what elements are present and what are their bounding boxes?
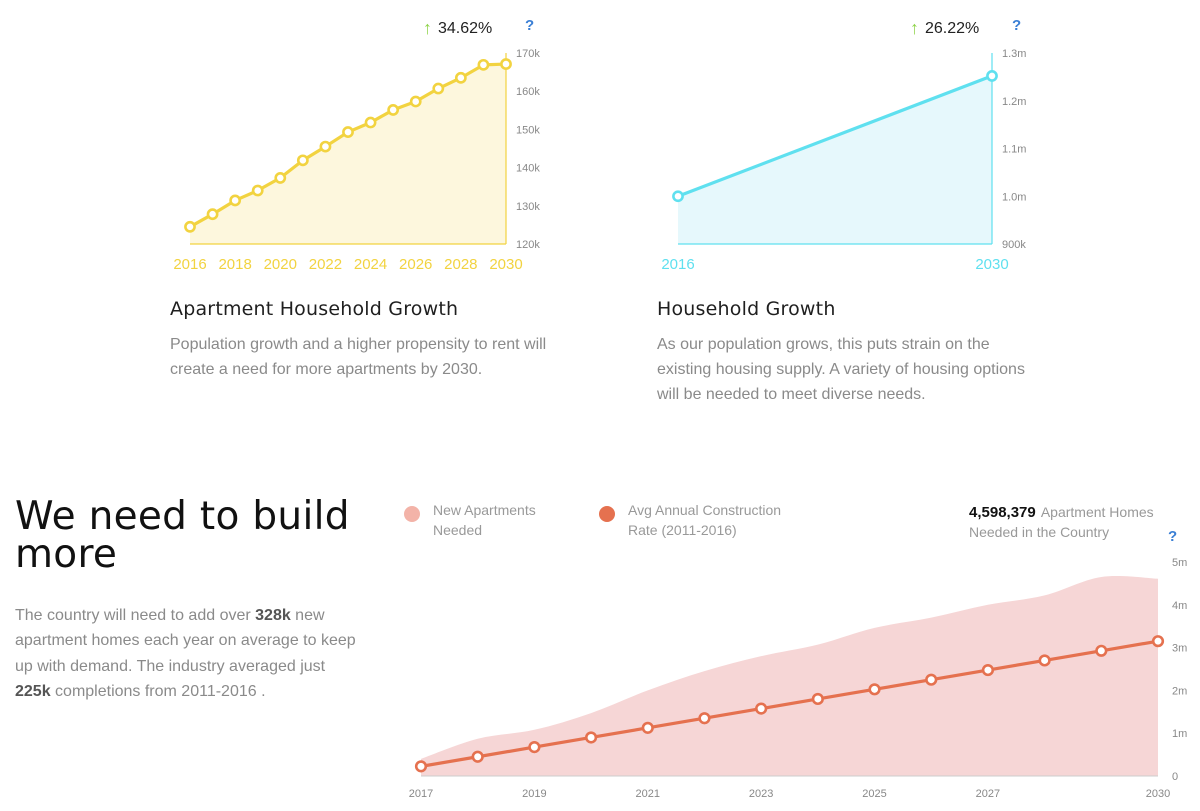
x-tick-label: 2030 xyxy=(489,256,522,273)
help-icon[interactable]: ? xyxy=(1012,17,1022,34)
data-point xyxy=(811,692,824,706)
y-tick-label: 2m xyxy=(1172,685,1187,697)
data-point xyxy=(1038,654,1051,667)
data-point xyxy=(184,220,196,233)
kpi-value: 26.22% xyxy=(925,20,980,37)
data-point xyxy=(409,95,422,108)
y-tick-label: 130k xyxy=(516,201,540,213)
data-point xyxy=(1095,644,1108,657)
data-point xyxy=(500,58,512,70)
card-description: As our population grows, this puts strai… xyxy=(657,336,1025,403)
data-point xyxy=(584,731,598,744)
x-tick-label: 2018 xyxy=(218,256,251,273)
y-tick-label: 170k xyxy=(516,48,540,60)
data-point xyxy=(274,172,287,184)
stat-value: 4,598,379 xyxy=(969,504,1036,521)
highlight-value: 328k xyxy=(255,607,291,624)
legend-swatch-new-apartments xyxy=(404,506,420,522)
household-growth-chart: 900k 1.0m 1.1m 1.2m 1.3m 2016 2030 xyxy=(661,48,1026,273)
apartment-household-growth-chart: 120k 130k 140k 150k 160k 170k 2016 2018 2020 2022… xyxy=(173,48,540,273)
data-point xyxy=(364,116,377,129)
x-tick-label: 2022 xyxy=(309,256,342,273)
y-tick-label: 0 xyxy=(1172,771,1178,783)
data-point xyxy=(981,663,995,677)
section-description: The country will need to add over 328k n… xyxy=(15,607,356,700)
data-point xyxy=(986,70,998,82)
data-point xyxy=(319,140,332,153)
stat-total: 4,598,379 Apartment Homes xyxy=(969,502,1154,521)
data-point xyxy=(454,71,467,84)
x-tick-label: 2030 xyxy=(1146,788,1170,800)
y-tick-label: 140k xyxy=(516,163,540,175)
stat-subtext: Needed in the Country xyxy=(969,524,1110,540)
data-point xyxy=(925,673,938,686)
data-point xyxy=(414,760,428,773)
apartments-needed-chart: 0 1m 2m 3m 4m 5m 2017 2019 2021 2023 2025 2027 2030 xyxy=(409,557,1188,800)
x-tick-label: 2017 xyxy=(409,788,433,800)
data-point xyxy=(387,104,400,116)
x-tick-label: 2016 xyxy=(661,256,694,273)
x-tick-label: 2020 xyxy=(264,256,297,273)
data-point xyxy=(698,712,711,725)
x-tick-label: 2027 xyxy=(976,788,1000,800)
section-title: We need to build more xyxy=(15,494,350,577)
data-point xyxy=(755,702,768,715)
x-tick-label: 2016 xyxy=(173,256,206,273)
kpi-value: 34.62% xyxy=(438,20,493,37)
construction-rate-line xyxy=(420,639,1159,768)
card-title: Household Growth xyxy=(657,298,836,320)
data-point xyxy=(868,683,881,696)
x-tick-label: 2021 xyxy=(636,788,660,800)
data-point xyxy=(471,750,484,763)
x-tick-label: 2023 xyxy=(749,788,773,800)
data-point xyxy=(251,184,264,197)
y-tick-label: 1.0m xyxy=(1002,191,1026,203)
y-tick-label: 3m xyxy=(1172,643,1187,655)
help-icon[interactable]: ? xyxy=(1168,528,1178,545)
legend-label-construction-rate: Avg Annual Construction Rate (2011-2016) xyxy=(628,502,782,538)
x-tick-label: 2025 xyxy=(862,788,886,800)
x-tick-label: 2026 xyxy=(399,256,432,273)
x-tick-label: 2030 xyxy=(975,256,1008,273)
y-tick-label: 4m xyxy=(1172,600,1187,612)
legend-swatch-construction-rate xyxy=(599,506,615,522)
kpi-apartment-growth: ↑ 34.62% xyxy=(423,17,492,38)
up-arrow-icon: ↑ xyxy=(423,18,432,38)
card-description: Population growth and a higher propensit… xyxy=(170,336,547,378)
data-point xyxy=(432,82,445,95)
y-tick-label: 150k xyxy=(516,124,540,136)
x-tick-label: 2024 xyxy=(354,256,387,273)
card-title: Apartment Household Growth xyxy=(170,298,459,320)
data-point xyxy=(206,208,219,221)
help-icon[interactable]: ? xyxy=(525,17,535,34)
y-tick-label: 1.2m xyxy=(1002,96,1026,108)
data-point xyxy=(342,126,354,138)
y-tick-label: 1.1m xyxy=(1002,144,1026,156)
x-tick-label: 2028 xyxy=(444,256,477,273)
legend-label-new-apartments: New Apartments Needed xyxy=(433,502,536,538)
y-tick-label: 5m xyxy=(1172,557,1187,569)
area-fill xyxy=(190,64,506,244)
y-tick-label: 120k xyxy=(516,239,540,251)
stat-text: Apartment Homes xyxy=(1040,504,1154,520)
y-tick-label: 900k xyxy=(1002,239,1026,251)
up-arrow-icon: ↑ xyxy=(910,18,919,38)
data-point xyxy=(1151,635,1165,648)
data-point xyxy=(528,741,541,754)
data-point xyxy=(672,190,684,203)
highlight-value: 225k xyxy=(15,682,51,700)
data-point xyxy=(477,58,490,71)
data-point xyxy=(641,721,654,734)
y-tick-label: 1m xyxy=(1172,728,1187,740)
series-line xyxy=(677,74,993,198)
data-point xyxy=(229,194,242,207)
area-new-apartments-needed xyxy=(421,576,1158,776)
area-fill xyxy=(678,75,992,244)
y-tick-label: 1.3m xyxy=(1002,48,1026,60)
data-point xyxy=(296,154,309,167)
y-tick-label: 160k xyxy=(516,86,540,98)
kpi-household-growth: ↑ 26.22% xyxy=(910,17,979,38)
x-tick-label: 2019 xyxy=(522,788,546,800)
